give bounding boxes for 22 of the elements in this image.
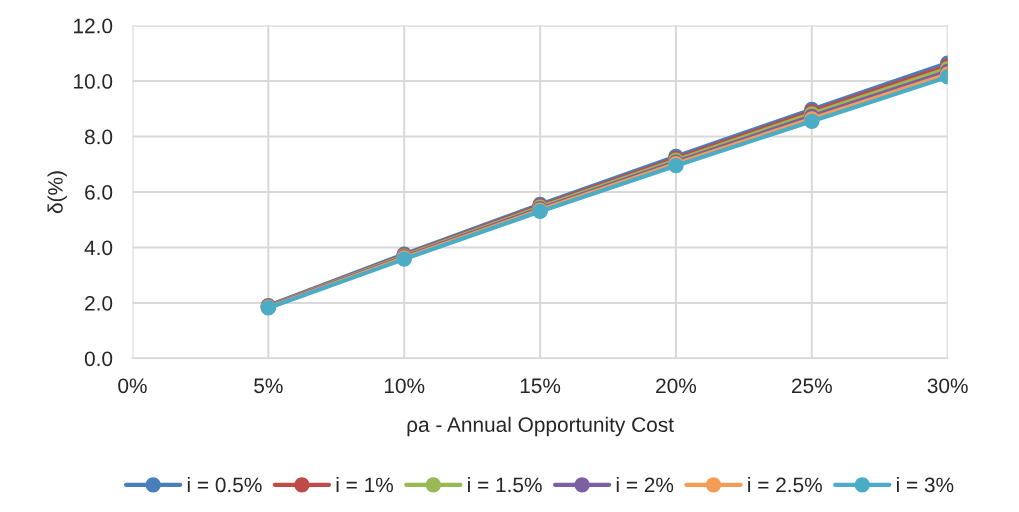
x-tick-label: 5% xyxy=(254,378,283,394)
y-tick-label: 6.0 xyxy=(85,185,113,200)
x-tick-label: 10% xyxy=(384,378,425,394)
x-tick-label: 0% xyxy=(118,378,147,394)
x-axis-title: ρa - Annual Opportunity Cost xyxy=(407,416,674,437)
x-tick-label: 15% xyxy=(520,378,561,394)
legend-label: i = 3% xyxy=(896,476,954,493)
legend-label: i = 1% xyxy=(336,476,393,493)
legend-label: i = 0.5% xyxy=(187,476,262,493)
legend-label: i = 2.5% xyxy=(748,476,822,493)
legend-label: i = 2% xyxy=(616,476,674,493)
y-tick-label: 10.0 xyxy=(74,74,113,89)
y-axis-title: δ(%) xyxy=(47,171,67,214)
y-tick-label: 8.0 xyxy=(84,129,113,145)
y-tick-label: 12.0 xyxy=(74,18,113,34)
x-tick-label: 30% xyxy=(927,378,968,394)
legend-label: i = 1.5% xyxy=(468,476,542,493)
y-tick-label: 0.0 xyxy=(84,351,113,367)
y-tick-label: 2.0 xyxy=(85,295,113,311)
x-tick-label: 20% xyxy=(656,378,697,394)
y-tick-label: 4.0 xyxy=(84,240,113,256)
x-tick-label: 25% xyxy=(792,378,832,394)
